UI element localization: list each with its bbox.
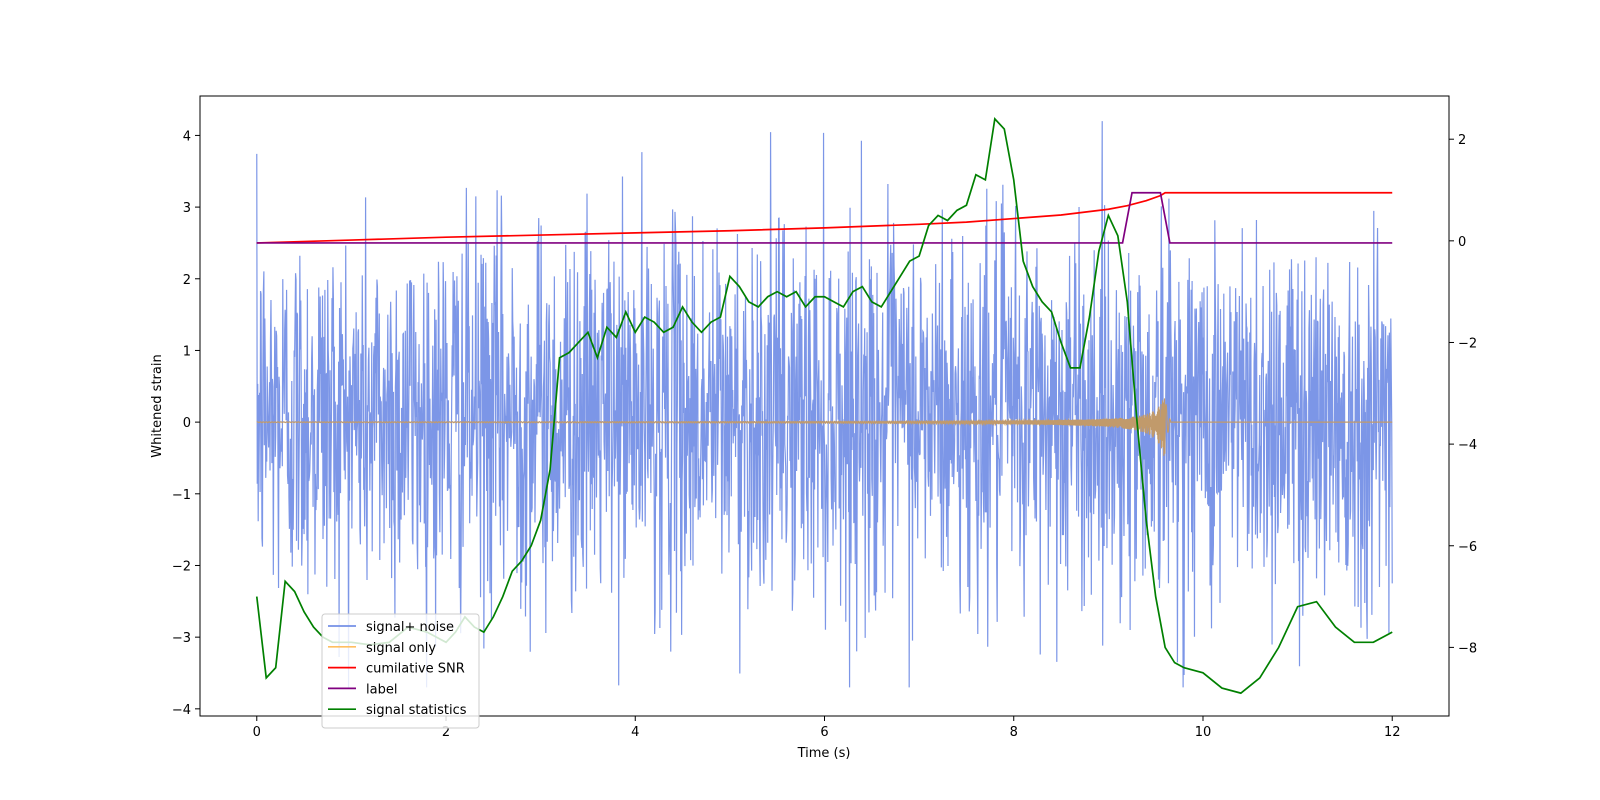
right-y-tick-label: 2 [1458, 133, 1466, 148]
legend-entry: signal only [328, 641, 436, 656]
series-label-line [256, 191, 1393, 244]
legend-label: signal+ noise [366, 620, 454, 635]
left-y-tick-label: 0 [183, 416, 191, 431]
legend-label: signal statistics [366, 703, 467, 718]
right-y-tick-label: −8 [1458, 641, 1477, 656]
left-y-tick-label: −3 [172, 631, 191, 646]
legend-entry: signal statistics [328, 703, 467, 718]
legend-label: label [366, 682, 397, 697]
legend: signal+ noise signal only cumilative SNR la… [321, 613, 480, 729]
left-y-tick-label: 1 [183, 344, 191, 359]
legend-entry: signal+ noise [328, 620, 454, 635]
right-y-tick-label: −6 [1458, 540, 1477, 555]
legend-label: cumilative SNR [366, 662, 465, 677]
x-tick-label: 8 [1010, 725, 1018, 740]
left-y-tick-label: 3 [183, 201, 191, 216]
series-layer [255, 117, 1393, 695]
x-axis-title: Time (s) [797, 746, 851, 761]
left-y-tick-label: −2 [172, 559, 191, 574]
legend-entry: cumilative SNR [328, 662, 465, 677]
right-y-tick-label: −2 [1458, 336, 1477, 351]
x-tick-label: 4 [631, 725, 639, 740]
left-y-tick-label: 4 [183, 129, 191, 144]
x-tick-label: 0 [253, 725, 261, 740]
series-signal-noise-line [256, 121, 1393, 688]
series-cumilative-snr-line [256, 191, 1393, 244]
x-tick-label: 2 [442, 725, 450, 740]
left-y-tick-label: 2 [183, 273, 191, 288]
x-tick-label: 10 [1195, 725, 1212, 740]
legend-box [321, 613, 480, 729]
x-tick-label: 12 [1384, 725, 1401, 740]
y-axis-title: Whitened strain [150, 354, 165, 457]
series-signal-only-line [256, 398, 1393, 456]
right-y-tick-label: 0 [1458, 235, 1466, 250]
left-y-tick-label: −4 [172, 703, 191, 718]
left-y-tick-label: −1 [172, 488, 191, 503]
legend-entry: label [328, 682, 397, 697]
x-tick-label: 6 [820, 725, 828, 740]
legend-label: signal only [366, 641, 436, 656]
right-y-tick-label: −4 [1458, 438, 1477, 453]
